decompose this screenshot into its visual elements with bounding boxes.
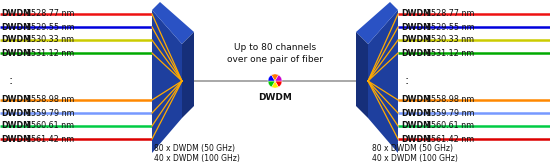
Text: DWDM: DWDM	[1, 22, 31, 31]
Wedge shape	[275, 81, 282, 87]
Wedge shape	[272, 74, 278, 81]
Text: 1531.12 nm: 1531.12 nm	[426, 49, 474, 58]
Text: 1529.55 nm: 1529.55 nm	[26, 22, 75, 31]
Polygon shape	[356, 2, 398, 44]
Text: DWDM: DWDM	[401, 121, 431, 131]
Wedge shape	[275, 75, 282, 81]
Text: 40 x DWDM (100 GHz): 40 x DWDM (100 GHz)	[372, 154, 458, 163]
Text: DWDM: DWDM	[1, 109, 31, 118]
Text: Up to 80 channels: Up to 80 channels	[234, 44, 316, 52]
Text: DWDM: DWDM	[1, 96, 31, 104]
Text: DWDM: DWDM	[401, 36, 431, 44]
Polygon shape	[152, 10, 182, 153]
Text: DWDM: DWDM	[401, 22, 431, 31]
Text: 1530.33 nm: 1530.33 nm	[26, 36, 74, 44]
Polygon shape	[368, 10, 398, 153]
Text: 1531.12 nm: 1531.12 nm	[26, 49, 74, 58]
Text: :: :	[405, 74, 409, 88]
Text: DWDM: DWDM	[1, 134, 31, 143]
Text: 1561.42 nm: 1561.42 nm	[26, 134, 74, 143]
Text: DWDM: DWDM	[401, 96, 431, 104]
Text: DWDM: DWDM	[258, 92, 292, 102]
Text: 1560.61 nm: 1560.61 nm	[426, 121, 474, 131]
Text: 1558.98 nm: 1558.98 nm	[26, 96, 74, 104]
Text: DWDM: DWDM	[1, 36, 31, 44]
Text: :: :	[8, 74, 12, 88]
Text: 1530.33 nm: 1530.33 nm	[426, 36, 474, 44]
Text: 1529.55 nm: 1529.55 nm	[426, 22, 475, 31]
Wedge shape	[268, 81, 275, 87]
Text: over one pair of fiber: over one pair of fiber	[227, 55, 323, 65]
Text: 40 x DWDM (100 GHz): 40 x DWDM (100 GHz)	[154, 154, 240, 163]
Text: DWDM: DWDM	[1, 49, 31, 58]
Text: 1528.77 nm: 1528.77 nm	[426, 9, 475, 18]
Text: DWDM: DWDM	[1, 121, 31, 131]
Text: 1560.61 nm: 1560.61 nm	[26, 121, 74, 131]
Wedge shape	[268, 75, 275, 81]
Text: 1558.98 nm: 1558.98 nm	[426, 96, 474, 104]
Text: DWDM: DWDM	[401, 109, 431, 118]
Text: 80 x DWDM (50 GHz): 80 x DWDM (50 GHz)	[372, 143, 453, 153]
Text: 80 x DWDM (50 GHz): 80 x DWDM (50 GHz)	[154, 143, 235, 153]
Text: 1559.79 nm: 1559.79 nm	[426, 109, 475, 118]
Polygon shape	[152, 2, 194, 44]
Polygon shape	[356, 32, 368, 118]
Text: DWDM: DWDM	[401, 49, 431, 58]
Text: 1528.77 nm: 1528.77 nm	[26, 9, 74, 18]
Text: DWDM: DWDM	[401, 9, 431, 18]
Polygon shape	[182, 32, 194, 118]
Text: DWDM: DWDM	[401, 134, 431, 143]
Text: DWDM: DWDM	[1, 9, 31, 18]
Text: 1561.42 nm: 1561.42 nm	[426, 134, 474, 143]
Text: 1559.79 nm: 1559.79 nm	[26, 109, 75, 118]
Wedge shape	[272, 81, 278, 88]
